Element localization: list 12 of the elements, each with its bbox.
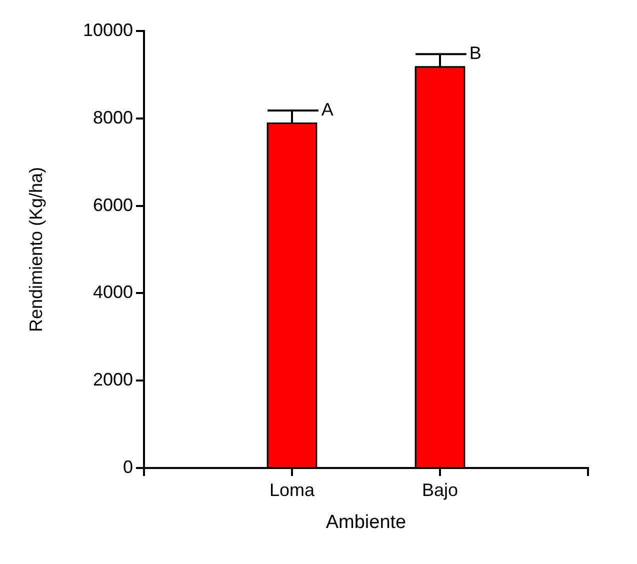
y-tick-label: 2000	[92, 370, 133, 390]
x-tick-label: Bajo	[422, 480, 458, 500]
annotation: A	[321, 100, 334, 120]
y-tick-label: 4000	[92, 282, 133, 302]
y-tick-label: 6000	[92, 194, 133, 215]
y-axis-title: Rendimiento (Kg/ha)	[26, 166, 46, 332]
y-tick-label: 0	[122, 456, 133, 477]
x-tick-label: Loma	[269, 480, 316, 500]
y-tick-label: 8000	[92, 107, 133, 128]
x-axis-title: Ambiente	[326, 512, 406, 533]
y-tick-label: 10000	[82, 20, 133, 40]
annotation: B	[469, 43, 482, 64]
